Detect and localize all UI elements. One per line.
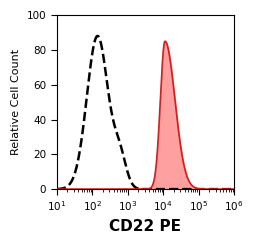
X-axis label: CD22 PE: CD22 PE bbox=[109, 219, 181, 234]
Y-axis label: Relative Cell Count: Relative Cell Count bbox=[11, 49, 21, 155]
